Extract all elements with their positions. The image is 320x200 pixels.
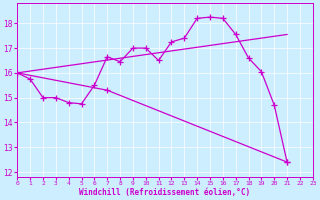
X-axis label: Windchill (Refroidissement éolien,°C): Windchill (Refroidissement éolien,°C)	[79, 188, 251, 197]
